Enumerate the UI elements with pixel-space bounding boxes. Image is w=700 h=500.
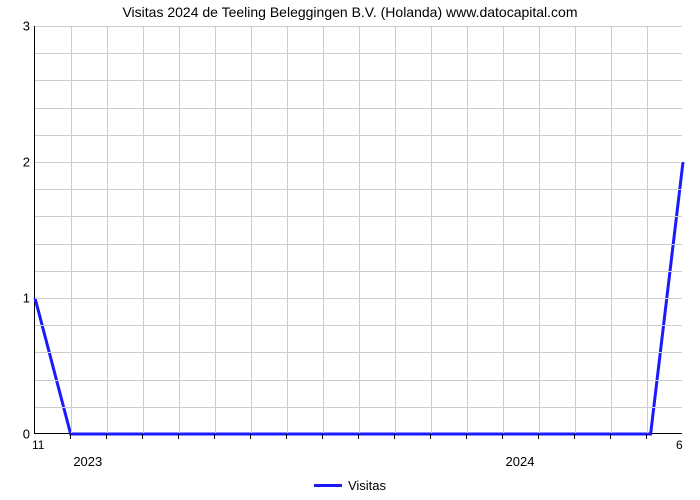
grid-line-v: [539, 26, 540, 433]
x-minor-tick: [250, 434, 251, 439]
x-minor-tick: [178, 434, 179, 439]
legend-label: Visitas: [348, 478, 386, 493]
grid-line-v: [575, 26, 576, 433]
grid-line-v: [503, 26, 504, 433]
grid-line-v: [251, 26, 252, 433]
grid-line-v: [71, 26, 72, 433]
x-minor-tick: [286, 434, 287, 439]
x-minor-tick: [142, 434, 143, 439]
legend-swatch: [314, 484, 342, 487]
x-minor-tick: [466, 434, 467, 439]
y-tick-label: 2: [23, 155, 30, 170]
x-minor-tick: [70, 434, 71, 439]
grid-line-v: [431, 26, 432, 433]
x-corner-left: 11: [32, 438, 44, 452]
grid-line-v: [323, 26, 324, 433]
x-minor-tick: [538, 434, 539, 439]
y-tick-label: 1: [23, 291, 30, 306]
grid-line-v: [611, 26, 612, 433]
x-minor-tick: [574, 434, 575, 439]
x-minor-tick: [322, 434, 323, 439]
chart-title: Visitas 2024 de Teeling Beleggingen B.V.…: [0, 0, 700, 20]
x-minor-tick: [106, 434, 107, 439]
grid-line-v: [143, 26, 144, 433]
y-tick-label: 0: [23, 427, 30, 442]
x-minor-tick: [214, 434, 215, 439]
grid-line-v: [215, 26, 216, 433]
x-minor-tick: [610, 434, 611, 439]
grid-line-v: [107, 26, 108, 433]
grid-line-v: [467, 26, 468, 433]
x-major-label: 2024: [506, 454, 535, 469]
x-minor-tick: [502, 434, 503, 439]
y-tick-label: 3: [23, 19, 30, 34]
x-minor-tick: [646, 434, 647, 439]
x-minor-tick: [394, 434, 395, 439]
grid-line-v: [395, 26, 396, 433]
grid-line-v: [359, 26, 360, 433]
grid-line-v: [287, 26, 288, 433]
x-corner-right: 6: [676, 438, 683, 452]
legend: Visitas: [314, 478, 386, 493]
chart-container: Visitas 2024 de Teeling Beleggingen B.V.…: [0, 0, 700, 500]
plot-area: [34, 26, 682, 434]
x-minor-tick: [430, 434, 431, 439]
grid-line-v: [647, 26, 648, 433]
grid-line-v: [179, 26, 180, 433]
x-major-label: 2023: [73, 454, 102, 469]
x-minor-tick: [358, 434, 359, 439]
